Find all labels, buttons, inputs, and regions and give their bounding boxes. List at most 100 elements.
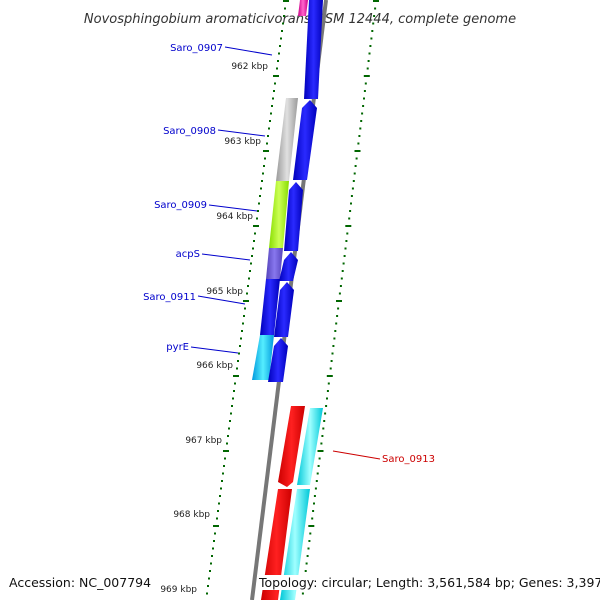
outer-ring-tick-mark	[307, 547, 310, 550]
cog-feature-saro-0909	[269, 181, 289, 248]
outer-ring-tick-mark	[313, 495, 316, 497]
leader-saro-0911	[197, 295, 246, 305]
outer-ring-tick-mark	[305, 562, 308, 565]
scale-ring-tick-mark	[262, 172, 264, 175]
scale-ring-tick-mark	[253, 240, 255, 242]
cog-feature-saro-0907	[298, 0, 308, 16]
outer-ring-tick-mark	[371, 30, 374, 32]
outer-ring-tick-mark	[339, 285, 342, 287]
scale-label-964: 964 kbp	[216, 212, 253, 222]
outer-ring-tick-mark	[341, 270, 344, 272]
scale-ring-tick-mark	[208, 577, 210, 580]
outer-ring-tick-mark	[350, 195, 353, 197]
accession-text: Accession: NC_007794	[7, 575, 154, 590]
gene-label-saro-0909[interactable]: Saro_0909	[154, 200, 207, 211]
outer-ring-tick-mark	[320, 442, 323, 445]
outer-ring-tick-mark	[330, 360, 333, 362]
outer-ring-tick-mark	[351, 187, 354, 190]
outer-ring-tick-mark	[332, 345, 335, 347]
outer-ring-tick-mark	[301, 592, 304, 595]
outer-ring-tick-mark	[348, 217, 351, 220]
outer-ring-tick-mark	[363, 90, 366, 92]
outer-ring-tick-mark	[345, 225, 352, 227]
scale-ring-tick-mark	[250, 262, 252, 265]
scale-ring-tick-mark	[274, 82, 276, 85]
outer-ring-tick-mark	[346, 232, 349, 235]
scale-ring-tick-mark	[213, 540, 215, 542]
scale-ring-tick-mark	[223, 465, 225, 467]
gene-label-pyre[interactable]: pyrE	[166, 342, 189, 353]
scale-ring-tick-mark	[219, 495, 221, 497]
scale-ring-tick-mark	[253, 225, 259, 227]
leader-acps	[201, 253, 251, 261]
outer-ring-tick-mark	[318, 457, 321, 460]
scale-ring-tick-mark	[251, 255, 253, 257]
outer-ring-tick-mark	[315, 480, 318, 482]
scale-ring-tick-mark	[217, 510, 219, 512]
scale-ring-tick-mark	[237, 360, 239, 362]
outer-ring-tick-mark	[367, 60, 370, 62]
scale-ring-tick-mark	[267, 135, 269, 137]
outer-ring-tick-mark	[369, 45, 372, 47]
scale-ring-tick-mark	[276, 67, 278, 70]
outer-ring-tick-mark	[370, 37, 373, 40]
gene-label-saro-0907[interactable]: Saro_0907	[170, 43, 223, 54]
leader-saro-0908	[217, 129, 266, 137]
scale-ring-tick-mark	[240, 337, 242, 340]
gene-label-acps[interactable]: acpS	[176, 249, 200, 260]
scale-ring-tick-mark	[259, 195, 261, 197]
scale-ring-tick-mark	[271, 105, 273, 107]
outer-ring-tick-mark	[312, 510, 315, 512]
outer-ring-tick-mark	[373, 15, 376, 17]
genome-summary-text: Topology: circular; Length: 3,561,584 bp…	[257, 575, 600, 590]
scale-ring-tick-mark	[277, 60, 279, 62]
outer-ring-tick-mark	[343, 255, 346, 257]
scale-ring-tick-mark	[273, 90, 275, 92]
scale-ring-tick-mark	[282, 22, 284, 25]
outer-ring-tick-mark	[362, 105, 365, 107]
gene-label-saro-0908[interactable]: Saro_0908	[163, 126, 216, 137]
plus-strand-cds-track	[268, 0, 323, 382]
outer-ring-tick-mark	[322, 427, 325, 430]
gene-label-saro-0911[interactable]: Saro_0911	[143, 292, 196, 303]
outer-ring-tick-mark	[368, 52, 371, 55]
scale-ring-tick-mark	[281, 30, 283, 32]
outer-ring-tick-mark	[340, 277, 343, 280]
scale-ring-tick-mark	[283, 0, 289, 2]
scale-ring-tick-mark	[233, 375, 239, 377]
scale-ring-tick-mark	[278, 52, 280, 55]
outer-ring-tick-mark	[349, 210, 352, 212]
scale-ring-tick-mark	[220, 487, 222, 490]
scale-tick-ring	[206, 0, 379, 595]
scale-ring-tick-mark	[261, 180, 263, 182]
scale-ring-tick-mark	[246, 292, 248, 295]
outer-ring-tick-mark	[374, 7, 377, 10]
scale-ring-tick-mark	[231, 405, 233, 407]
scale-ring-tick-mark	[218, 502, 220, 505]
scale-label-965: 965 kbp	[206, 287, 243, 297]
outer-ring-tick-mark	[342, 262, 345, 265]
outer-ring-tick-mark	[361, 112, 364, 115]
gene-label-saro-0913[interactable]: Saro_0913	[382, 454, 435, 465]
scale-ring-tick-mark	[280, 37, 282, 40]
scale-label-969: 969 kbp	[160, 585, 197, 595]
scale-ring-tick-mark	[273, 75, 279, 77]
cds-arrow-next-minus	[261, 489, 292, 600]
scale-ring-tick-mark	[243, 315, 245, 317]
scale-ring-tick-mark	[222, 472, 224, 475]
scale-ring-tick-mark	[266, 142, 268, 145]
scale-ring-tick-mark	[212, 547, 214, 550]
outer-ring-tick-mark	[357, 142, 360, 145]
outer-ring-tick-mark	[366, 67, 369, 70]
outer-ring-tick-mark	[345, 240, 348, 242]
scale-label-963: 963 kbp	[224, 137, 261, 147]
scale-ring-tick-mark	[210, 562, 212, 565]
outer-ring-tick-mark	[360, 120, 363, 122]
scale-ring-tick-mark	[268, 127, 270, 130]
outer-ring-tick-mark	[308, 525, 315, 527]
scale-label-962: 962 kbp	[231, 62, 268, 72]
outer-ring-tick-mark	[316, 472, 319, 475]
outer-ring-tick-mark	[359, 127, 362, 130]
outer-ring-tick-mark	[323, 420, 326, 422]
